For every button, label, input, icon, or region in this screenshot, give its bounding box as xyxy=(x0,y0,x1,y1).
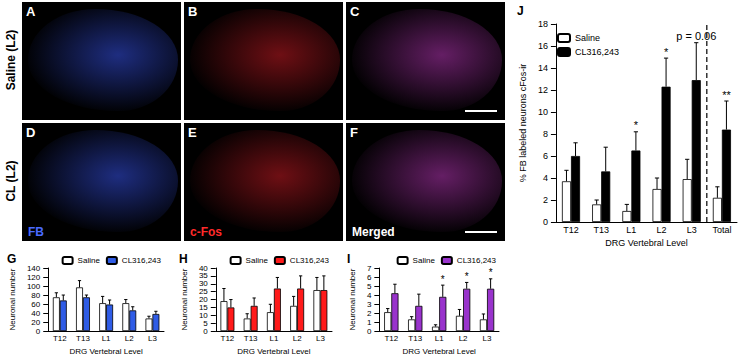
svg-text:0: 0 xyxy=(543,217,548,227)
svg-text:L2: L2 xyxy=(657,225,667,235)
svg-text:I: I xyxy=(347,252,350,266)
svg-text:10: 10 xyxy=(199,311,208,320)
svg-text:0: 0 xyxy=(203,327,208,336)
svg-text:p = 0.06: p = 0.06 xyxy=(676,30,716,42)
svg-text:5: 5 xyxy=(203,319,208,328)
svg-text:0: 0 xyxy=(367,327,372,336)
svg-text:100: 100 xyxy=(27,282,41,291)
svg-text:% FB labeled neurons cFos-ir: % FB labeled neurons cFos-ir xyxy=(518,64,528,183)
svg-text:25: 25 xyxy=(199,287,208,296)
svg-text:6: 6 xyxy=(367,273,372,282)
svg-text:*: * xyxy=(664,46,669,58)
svg-text:L1: L1 xyxy=(102,334,111,343)
svg-text:7: 7 xyxy=(367,264,372,273)
svg-text:**: ** xyxy=(722,89,731,101)
svg-text:35: 35 xyxy=(199,271,208,280)
svg-text:DRG Vertebral Level: DRG Vertebral Level xyxy=(402,347,476,356)
svg-text:DRG Vertebral Level: DRG Vertebral Level xyxy=(69,347,143,356)
svg-text:J: J xyxy=(517,4,524,18)
svg-text:4: 4 xyxy=(543,173,548,183)
html-text:B: B xyxy=(188,4,198,19)
svg-text:0: 0 xyxy=(36,327,41,336)
svg-text:H: H xyxy=(179,252,188,266)
svg-text:T12: T12 xyxy=(563,225,579,235)
svg-text:*: * xyxy=(441,274,445,285)
svg-text:L2: L2 xyxy=(293,334,302,343)
html-text:A: A xyxy=(26,4,36,19)
svg-text:L1: L1 xyxy=(269,334,278,343)
svg-text:2: 2 xyxy=(367,309,372,318)
svg-text:T12: T12 xyxy=(221,334,235,343)
svg-text:DRG Vertebral Level: DRG Vertebral Level xyxy=(237,347,311,356)
svg-text:3: 3 xyxy=(367,300,372,309)
html-text:F: F xyxy=(350,125,358,140)
svg-text:CL316,243: CL316,243 xyxy=(122,256,162,265)
svg-text:L3: L3 xyxy=(316,334,325,343)
html-text:Saline (L2): Saline (L2) xyxy=(4,29,18,91)
svg-text:Saline: Saline xyxy=(78,256,101,265)
svg-text:20: 20 xyxy=(31,318,40,327)
svg-text:L2: L2 xyxy=(125,334,134,343)
svg-text:T12: T12 xyxy=(53,334,67,343)
svg-text:CL316,243: CL316,243 xyxy=(290,256,330,265)
svg-text:2: 2 xyxy=(543,195,548,205)
svg-text:6: 6 xyxy=(543,151,548,161)
svg-text:Neuronal number: Neuronal number xyxy=(8,268,17,330)
svg-text:L1: L1 xyxy=(626,225,636,235)
svg-text:18: 18 xyxy=(538,19,548,29)
svg-text:L2: L2 xyxy=(459,334,468,343)
svg-text:T13: T13 xyxy=(244,334,258,343)
html-text:E: E xyxy=(188,125,197,140)
html-text:CL (L2): CL (L2) xyxy=(4,160,18,202)
svg-text:*: * xyxy=(465,271,469,282)
html-text:D: D xyxy=(26,125,36,140)
svg-text:60: 60 xyxy=(31,300,40,309)
html-text:c-Fos: c-Fos xyxy=(190,225,222,239)
svg-text:120: 120 xyxy=(27,273,41,282)
svg-text:5: 5 xyxy=(367,282,372,291)
svg-text:4: 4 xyxy=(367,291,372,300)
svg-text:L3: L3 xyxy=(148,334,157,343)
svg-text:80: 80 xyxy=(31,291,40,300)
html-text:FB: FB xyxy=(28,225,44,239)
svg-text:CL316,243: CL316,243 xyxy=(575,47,619,57)
svg-text:Saline: Saline xyxy=(575,33,600,43)
svg-text:T13: T13 xyxy=(76,334,90,343)
svg-text:30: 30 xyxy=(199,279,208,288)
svg-text:*: * xyxy=(489,267,493,278)
svg-text:Neuronal number: Neuronal number xyxy=(348,268,357,330)
svg-text:*: * xyxy=(634,119,639,131)
svg-text:40: 40 xyxy=(31,309,40,318)
svg-text:Neuronal number: Neuronal number xyxy=(180,268,189,330)
svg-text:14: 14 xyxy=(538,63,548,73)
svg-text:DRG Vertebral Level: DRG Vertebral Level xyxy=(605,238,688,248)
svg-text:CL316,243: CL316,243 xyxy=(457,256,497,265)
svg-text:20: 20 xyxy=(199,295,208,304)
svg-text:40: 40 xyxy=(199,264,208,273)
svg-text:Saline: Saline xyxy=(246,256,269,265)
svg-text:12: 12 xyxy=(538,85,548,95)
svg-text:8: 8 xyxy=(543,129,548,139)
html-text:Merged: Merged xyxy=(352,225,395,239)
svg-text:15: 15 xyxy=(199,303,208,312)
html-text:C: C xyxy=(350,4,360,19)
svg-text:T12: T12 xyxy=(384,334,398,343)
svg-text:L1: L1 xyxy=(435,334,444,343)
svg-text:T13: T13 xyxy=(593,225,609,235)
svg-text:L3: L3 xyxy=(483,334,492,343)
svg-text:140: 140 xyxy=(27,264,41,273)
svg-text:Saline: Saline xyxy=(413,256,436,265)
svg-text:L3: L3 xyxy=(687,225,697,235)
svg-text:16: 16 xyxy=(538,41,548,51)
svg-text:Total: Total xyxy=(712,225,731,235)
svg-text:10: 10 xyxy=(538,107,548,117)
svg-text:G: G xyxy=(7,252,16,266)
svg-text:T13: T13 xyxy=(408,334,422,343)
svg-text:1: 1 xyxy=(367,318,372,327)
